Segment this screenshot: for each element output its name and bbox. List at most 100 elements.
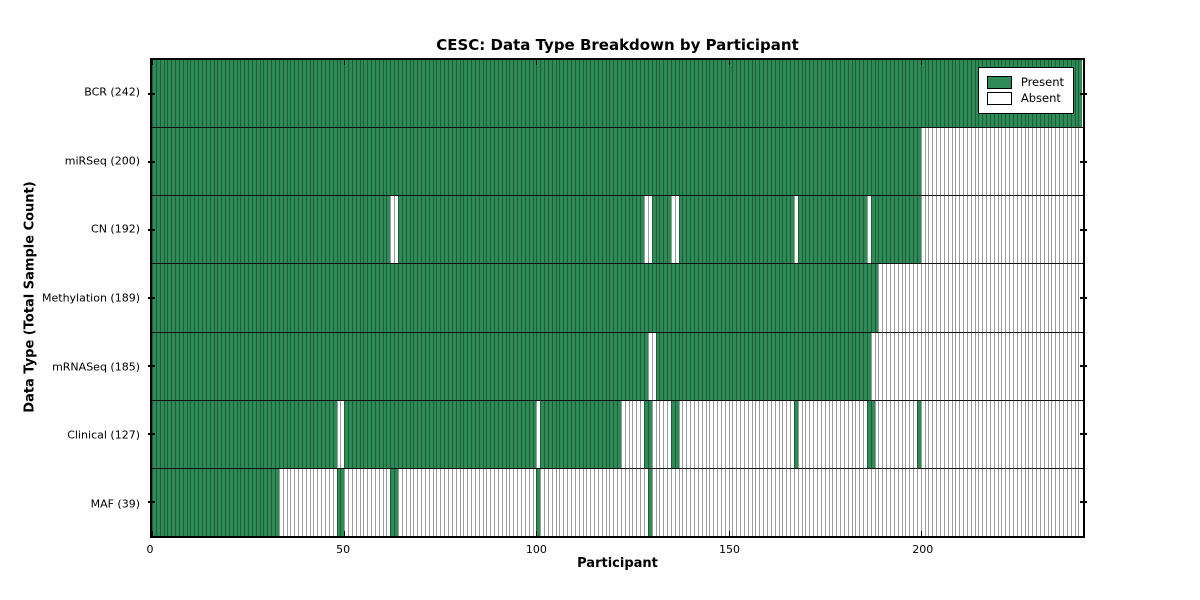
cell-absent [951, 468, 956, 536]
cell-present [248, 468, 252, 536]
cell-present [271, 60, 275, 128]
cell-present [336, 264, 341, 332]
cell-present [763, 196, 767, 264]
cell-absent [966, 468, 971, 536]
cell-present [155, 128, 160, 196]
cell-present [163, 468, 168, 536]
cell-present [828, 264, 833, 332]
cell-present [336, 128, 341, 196]
cell-absent [301, 468, 306, 536]
legend: Present Absent [977, 67, 1074, 114]
cell-absent [1047, 128, 1052, 196]
cell-present [482, 128, 487, 196]
cell-present [409, 60, 414, 128]
cell-present [905, 128, 910, 196]
cell-present [232, 196, 237, 264]
cell-present [820, 196, 825, 264]
cell-present [770, 264, 775, 332]
cell-present [509, 196, 514, 264]
cell-present [747, 196, 752, 264]
cell-present [286, 264, 291, 332]
cell-absent [532, 468, 537, 536]
cell-absent [913, 264, 917, 332]
cell-present [820, 264, 825, 332]
y-tick-mark [1080, 92, 1087, 95]
cell-present [459, 332, 464, 400]
cell-absent [601, 468, 606, 536]
cell-present [828, 332, 833, 400]
cell-present [198, 400, 202, 468]
cell-present [301, 60, 306, 128]
cell-absent [932, 468, 937, 536]
cell-present [843, 128, 848, 196]
cell-absent [1039, 400, 1044, 468]
cell-present [290, 400, 295, 468]
cell-present [574, 332, 579, 400]
cell-present [670, 332, 675, 400]
cell-absent [697, 468, 702, 536]
cell-present [359, 128, 364, 196]
cell-present [251, 332, 256, 400]
cell-present [351, 400, 356, 468]
cell-present [198, 468, 202, 536]
cell-present [620, 332, 625, 400]
cell-absent [1001, 332, 1006, 400]
cell-present [647, 60, 652, 128]
cell-present [555, 264, 560, 332]
cell-absent [490, 468, 495, 536]
cell-present [678, 264, 683, 332]
cell-present [371, 332, 375, 400]
cell-present [201, 468, 206, 536]
cell-present [436, 400, 441, 468]
cell-present [390, 400, 395, 468]
cell-present [870, 264, 875, 332]
cell-present [178, 264, 183, 332]
cell-present [463, 332, 468, 400]
cell-present [547, 60, 552, 128]
cell-present [759, 60, 764, 128]
cell-present [286, 60, 291, 128]
cell-absent [651, 468, 656, 536]
cell-present [405, 264, 410, 332]
x-tick-mark [151, 60, 153, 65]
cell-present [863, 196, 867, 264]
cell-present [840, 196, 844, 264]
cell-present [371, 196, 375, 264]
cell-present [597, 60, 602, 128]
cell-present [248, 128, 252, 196]
cell-present [570, 128, 575, 196]
cell-present [171, 332, 176, 400]
cell-present [240, 400, 245, 468]
cell-present [767, 332, 771, 400]
cell-absent [963, 264, 967, 332]
cell-absent [1039, 128, 1044, 196]
cell-present [1074, 60, 1079, 128]
cell-present [878, 196, 883, 264]
cell-present [743, 264, 748, 332]
cell-absent [993, 332, 998, 400]
cell-absent [1043, 468, 1048, 536]
cell-absent [636, 468, 641, 536]
cell-present [851, 332, 856, 400]
cell-present [559, 60, 564, 128]
y-tick-mark [148, 297, 155, 299]
cell-present [194, 128, 199, 196]
cell-absent [1051, 332, 1056, 400]
cell-absent [348, 468, 352, 536]
cell-absent [359, 468, 364, 536]
cell-present [417, 128, 422, 196]
cell-absent [494, 468, 498, 536]
cell-absent [1036, 196, 1040, 264]
cell-present [482, 400, 487, 468]
cell-present [275, 332, 279, 400]
cell-present [597, 264, 602, 332]
cell-present [597, 400, 602, 468]
cell-present [824, 128, 829, 196]
cell-absent [1028, 400, 1033, 468]
cell-absent [878, 468, 883, 536]
cell-absent [928, 468, 933, 536]
cell-present [667, 264, 671, 332]
cell-present [824, 264, 829, 332]
cell-absent [809, 468, 814, 536]
cell-absent [594, 468, 598, 536]
